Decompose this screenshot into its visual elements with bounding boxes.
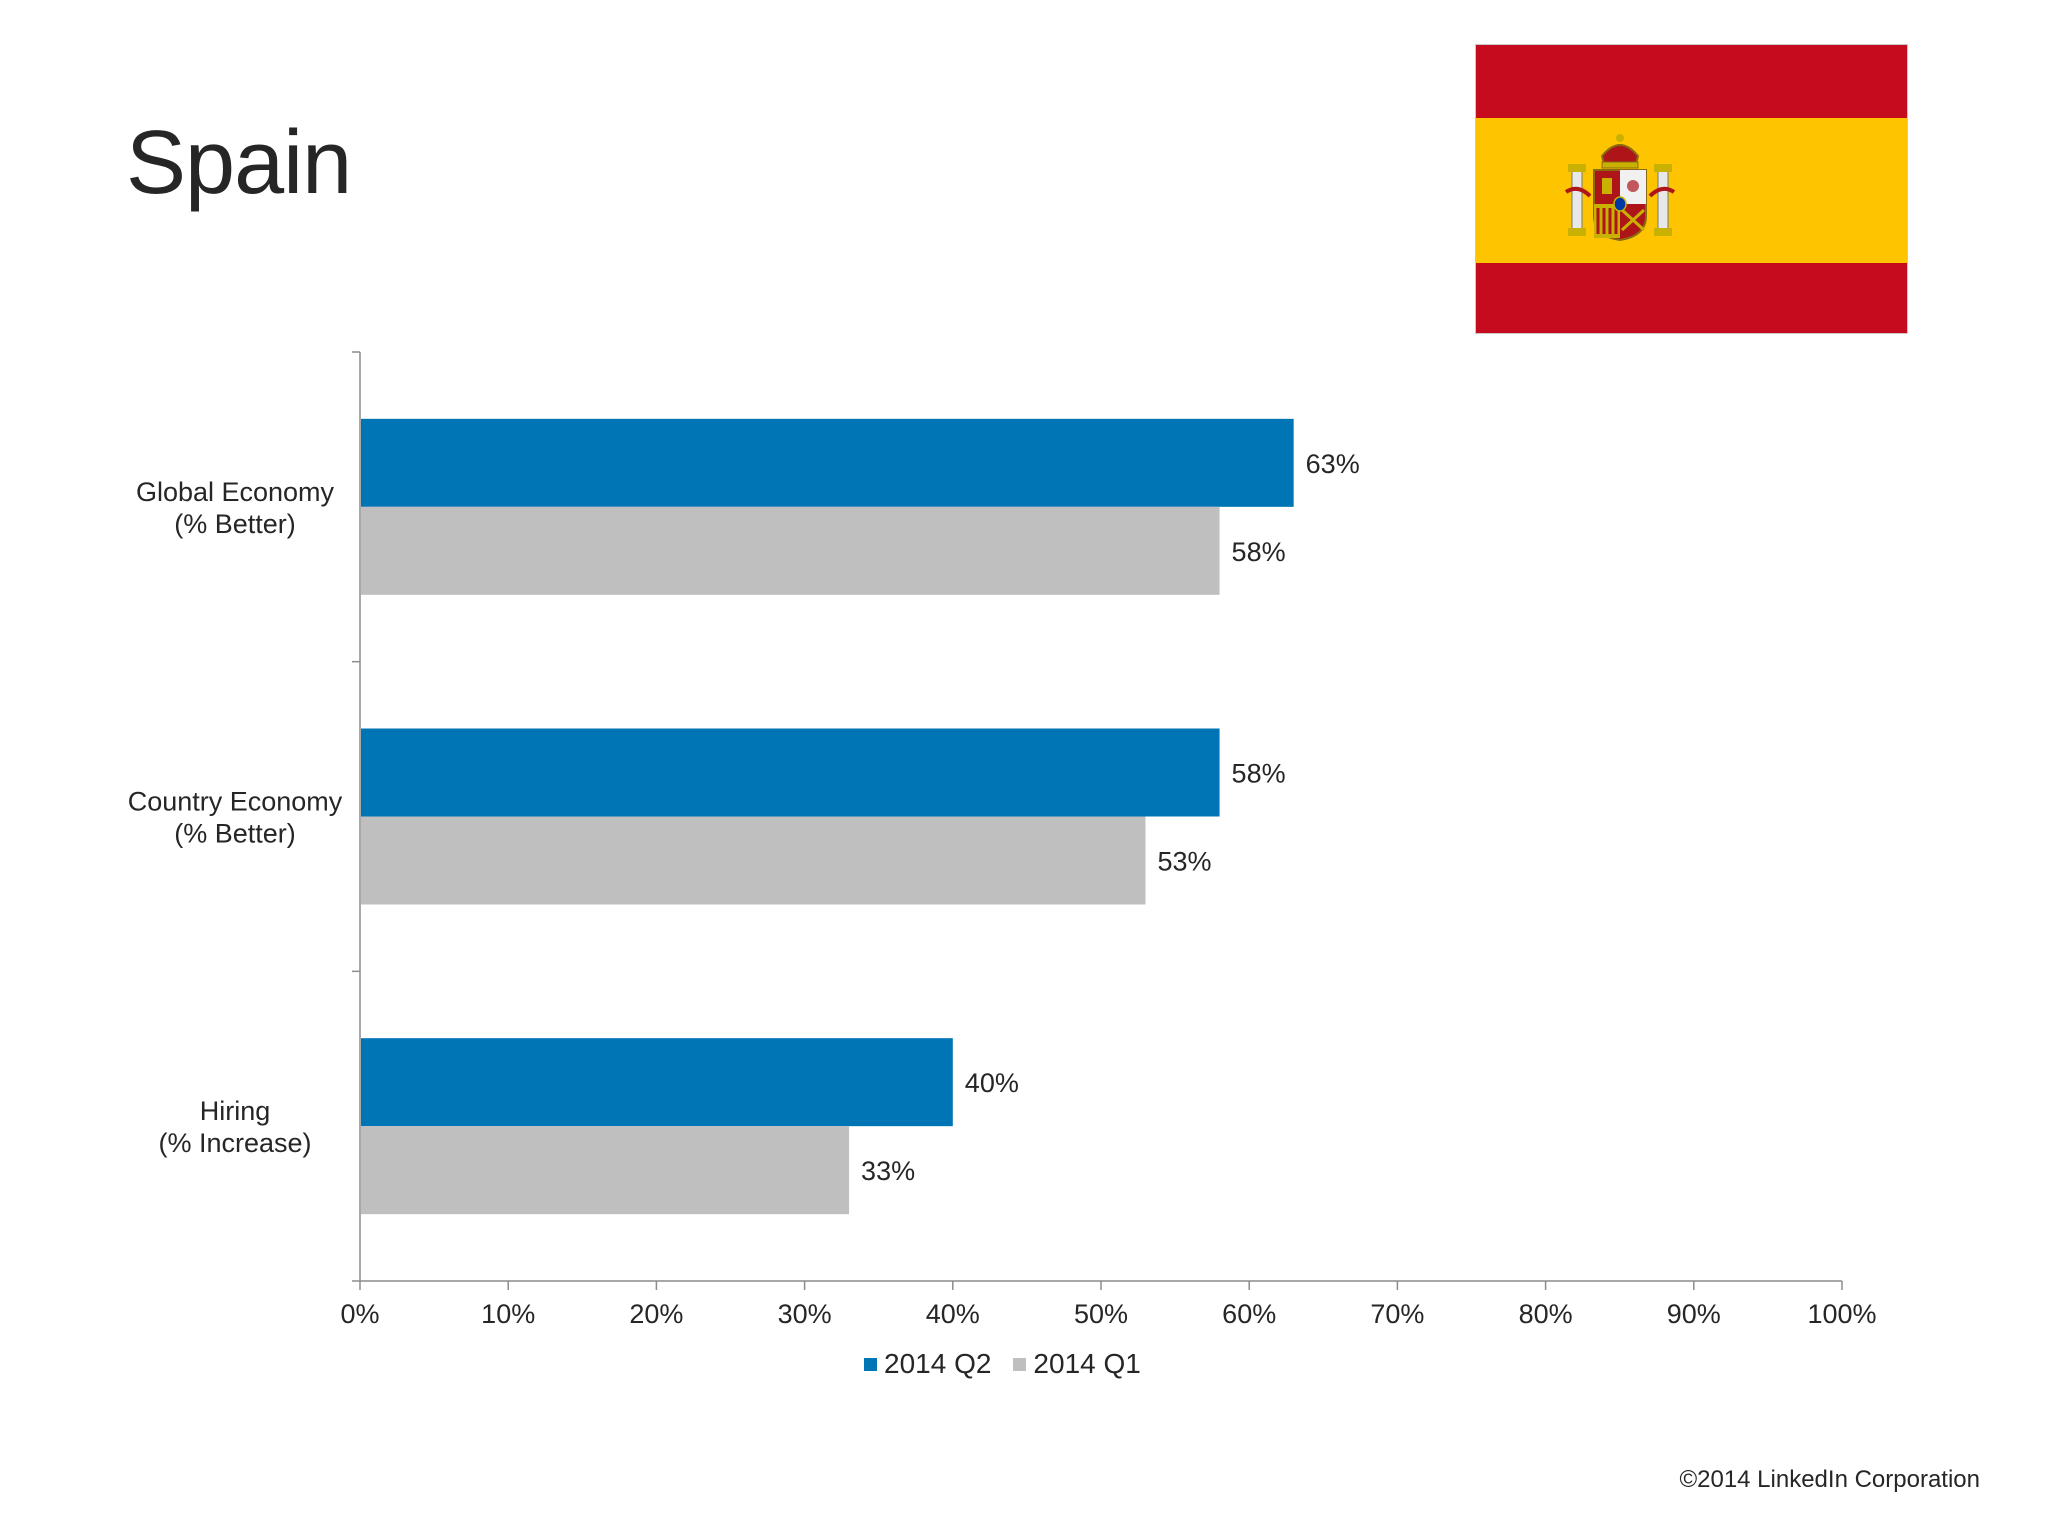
legend-label-q1: 2014 Q1	[1033, 1348, 1141, 1379]
x-tick-label: 0%	[340, 1299, 379, 1329]
legend-item-q1: 2014 Q1	[1013, 1348, 1141, 1380]
bar	[361, 418, 1294, 507]
bar-value-label: 58%	[1232, 759, 1286, 789]
x-tick-label: 90%	[1667, 1299, 1721, 1329]
bar	[361, 728, 1220, 817]
chart-bars	[361, 418, 1294, 1215]
legend-swatch-q2	[864, 1357, 877, 1371]
x-tick-label: 40%	[926, 1299, 980, 1329]
page-title: Spain	[126, 113, 352, 213]
x-tick-label: 80%	[1519, 1299, 1573, 1329]
flag-red-band-bottom	[1476, 263, 1907, 333]
legend-swatch-q1	[1013, 1357, 1027, 1371]
bar	[361, 1038, 953, 1127]
x-tick-label: 60%	[1222, 1299, 1276, 1329]
x-tick-label: 20%	[629, 1299, 683, 1329]
bar	[361, 816, 1146, 905]
flag-red-band-top	[1476, 45, 1907, 118]
bar	[361, 506, 1220, 595]
x-tick-label: 70%	[1370, 1299, 1424, 1329]
spain-flag	[1475, 44, 1908, 334]
coat-of-arms-icon	[1564, 134, 1676, 242]
category-label: Hiring (% Increase)	[158, 1096, 311, 1158]
flag-yellow-band	[1476, 118, 1907, 263]
chart-axes	[352, 351, 1843, 1290]
chart-legend: 2014 Q2 2014 Q1	[864, 1348, 1163, 1380]
bar-value-label: 40%	[965, 1068, 1019, 1098]
x-tick-label: 50%	[1074, 1299, 1128, 1329]
bar-value-label: 53%	[1157, 847, 1211, 877]
legend-item-q2: 2014 Q2	[864, 1348, 991, 1380]
category-label: Country Economy (% Better)	[128, 787, 343, 849]
copyright-notice: ©2014 LinkedIn Corporation	[1679, 1466, 1980, 1493]
chart-category-labels: Global Economy (% Better) Country Economy(…	[128, 477, 343, 1158]
bar	[361, 1126, 850, 1215]
chart-tick-labels: 0% 10% 20% 30% 40% 50% 60% 70% 80% 90% 100%	[340, 1299, 1876, 1329]
bar-value-label: 33%	[861, 1156, 915, 1186]
legend-label-q2: 2014 Q2	[884, 1348, 992, 1379]
x-tick-label: 10%	[481, 1299, 535, 1329]
category-label: Global Economy (% Better)	[136, 477, 335, 539]
bar-value-label: 63%	[1306, 449, 1360, 479]
x-tick-label: 100%	[1807, 1299, 1876, 1329]
chart-value-labels: 63% 58% 58% 53% 40% 33%	[861, 449, 1360, 1186]
x-tick-label: 30%	[778, 1299, 832, 1329]
bar-value-label: 58%	[1232, 537, 1286, 567]
